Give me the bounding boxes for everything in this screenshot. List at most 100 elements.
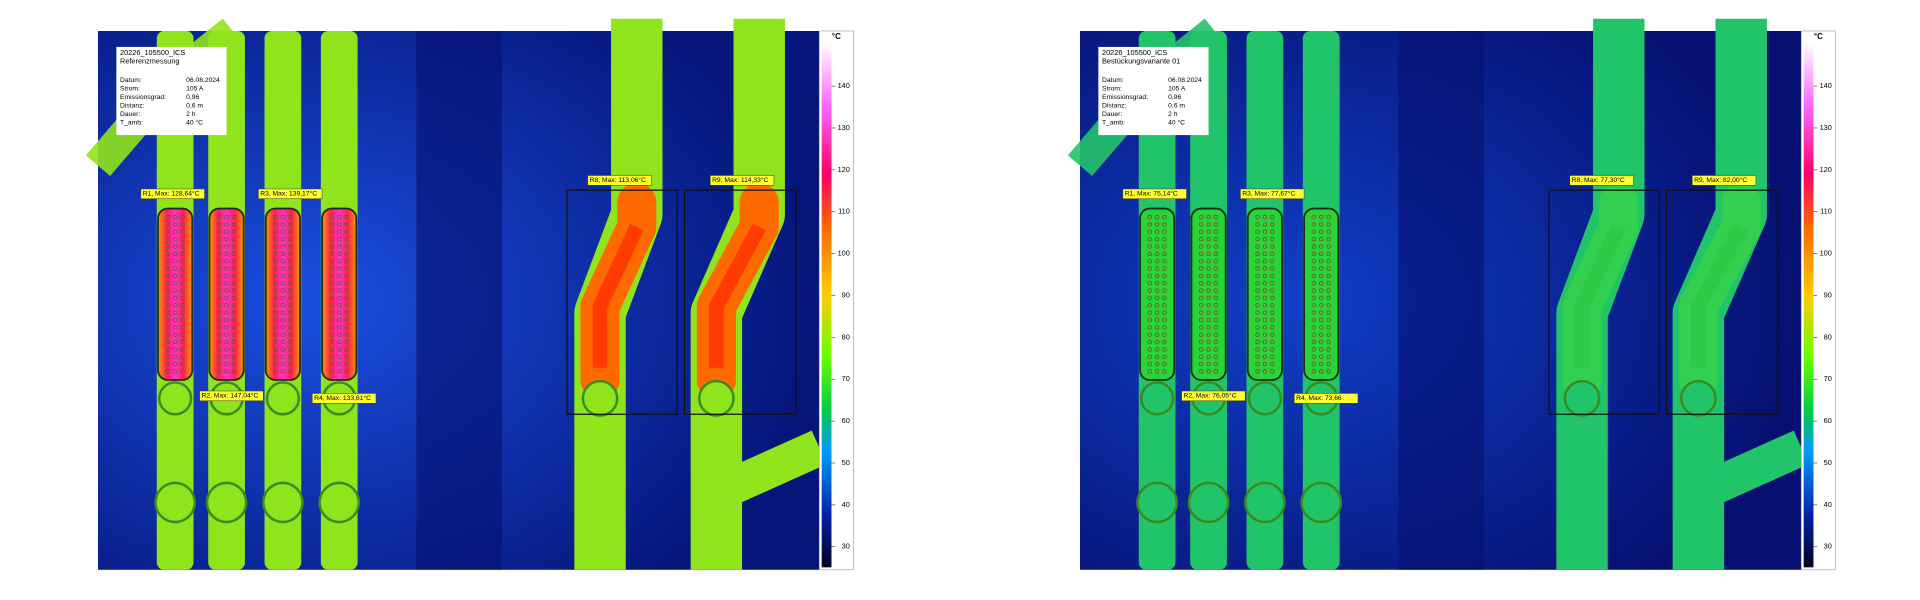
pin <box>1213 303 1219 308</box>
pin <box>1154 310 1160 315</box>
pin <box>287 354 293 359</box>
pin <box>344 354 349 359</box>
pin <box>1255 229 1260 235</box>
pin <box>1318 258 1324 264</box>
pin <box>165 222 171 227</box>
region-label-bg <box>258 188 323 200</box>
pin <box>1269 288 1275 293</box>
bolt <box>265 381 301 416</box>
pin <box>1154 361 1160 367</box>
pin <box>1326 354 1331 359</box>
pin <box>172 288 178 293</box>
pin <box>1311 280 1317 286</box>
pin <box>1326 317 1331 323</box>
pin <box>231 339 237 345</box>
pin <box>329 295 335 301</box>
pin <box>344 280 349 286</box>
region-label-bg <box>587 175 652 186</box>
scale-tick-label: 130 <box>1820 123 1832 132</box>
pin <box>344 347 349 352</box>
pin <box>344 244 349 249</box>
pin <box>336 303 342 308</box>
pin <box>329 354 335 359</box>
pin <box>180 325 185 330</box>
pin <box>224 332 229 337</box>
pin <box>1255 325 1260 330</box>
pin <box>287 214 293 220</box>
pin <box>1255 295 1260 301</box>
pin <box>1255 258 1260 264</box>
info-label: Datum: <box>1102 77 1124 84</box>
pin <box>344 251 349 257</box>
pin <box>224 244 229 249</box>
pin <box>1198 273 1204 279</box>
pin <box>1262 229 1268 235</box>
pin <box>165 244 171 249</box>
pin <box>1269 236 1275 242</box>
pin <box>224 266 229 271</box>
pin <box>1318 361 1324 367</box>
pin <box>180 347 185 352</box>
pin <box>216 236 222 242</box>
info-label: Dauer: <box>1102 111 1122 118</box>
pin <box>224 288 229 293</box>
pin <box>1326 251 1331 257</box>
pin <box>165 369 171 374</box>
pin <box>1311 303 1317 308</box>
pin <box>273 273 278 279</box>
pin <box>216 310 222 315</box>
info-value: 0,6 m <box>1168 102 1185 109</box>
pin <box>224 354 229 359</box>
pin <box>165 258 171 264</box>
region-label: R4, Max: 133,61°C <box>314 394 371 402</box>
pin <box>165 251 171 257</box>
pin <box>1311 361 1317 367</box>
pin <box>1262 258 1268 264</box>
pin <box>329 288 335 293</box>
scale-tick-label: 80 <box>842 332 850 341</box>
pin <box>180 303 185 308</box>
pin <box>1255 332 1260 337</box>
pin <box>1147 361 1153 367</box>
pin <box>231 236 237 242</box>
pin <box>216 354 222 359</box>
pin <box>224 310 229 315</box>
pin <box>329 332 335 337</box>
pin <box>329 214 335 220</box>
hot-core <box>1691 223 1748 368</box>
pin <box>1269 310 1275 315</box>
pin <box>216 369 222 374</box>
dark-zone <box>416 31 503 570</box>
info-value: 105 A <box>1168 85 1186 92</box>
pin <box>273 295 278 301</box>
pin <box>180 310 185 315</box>
scale-tick-label: 100 <box>1820 249 1832 258</box>
pin <box>1262 288 1268 293</box>
pin <box>1213 222 1219 227</box>
pin <box>336 244 342 249</box>
pin <box>165 361 171 367</box>
pin <box>273 303 278 308</box>
pin <box>1213 347 1219 352</box>
pin <box>1311 369 1317 374</box>
pin <box>280 288 286 293</box>
pin <box>1198 266 1204 271</box>
bolt <box>154 481 196 524</box>
pin <box>336 258 342 264</box>
pin <box>1154 369 1160 374</box>
pin <box>1206 325 1211 330</box>
pin <box>273 347 278 352</box>
pin <box>329 222 335 227</box>
pin <box>1154 266 1160 271</box>
pin <box>287 369 293 374</box>
pin <box>329 251 335 257</box>
info-label: Emissionsgrad: <box>120 94 166 101</box>
pin <box>172 354 178 359</box>
pin <box>273 236 278 242</box>
pin <box>1206 273 1211 279</box>
pin <box>1262 251 1268 257</box>
pin <box>1162 369 1167 374</box>
pin <box>216 258 222 264</box>
pin <box>1311 214 1317 220</box>
